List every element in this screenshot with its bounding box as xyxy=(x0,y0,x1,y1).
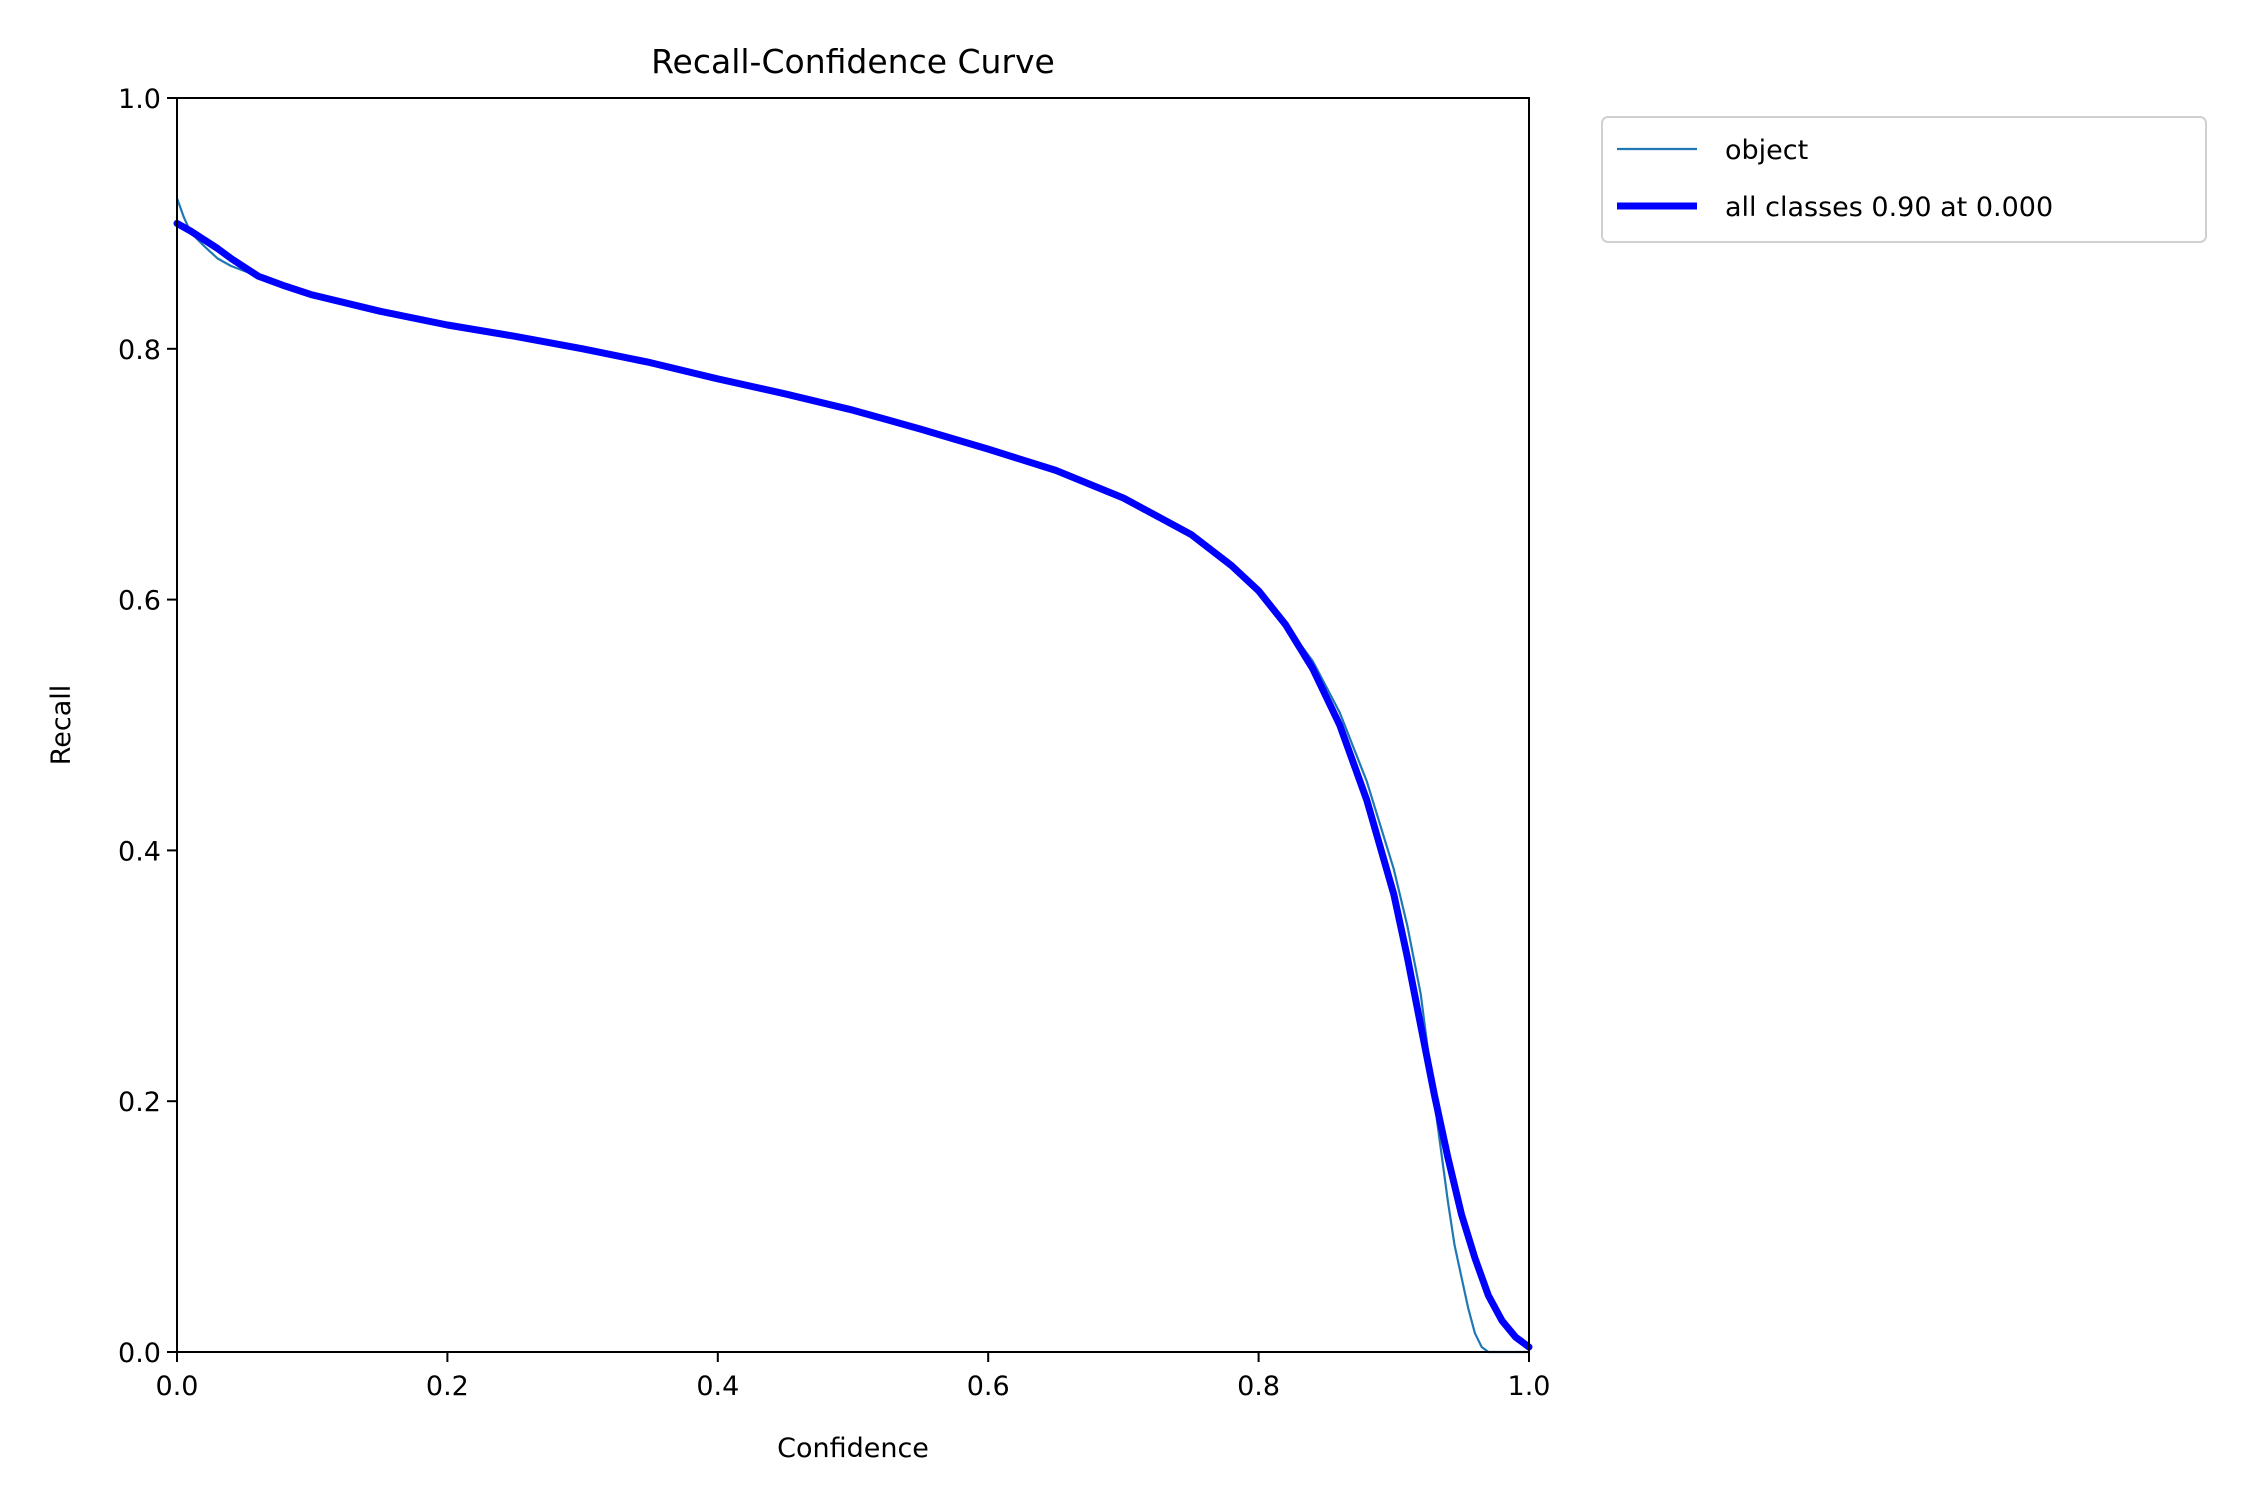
chart-title: Recall-Confidence Curve xyxy=(651,42,1055,81)
x-tick-label: 1.0 xyxy=(1508,1371,1551,1402)
x-axis-label: Confidence xyxy=(777,1433,929,1464)
axes-frame xyxy=(176,97,1530,1353)
y-tick-label: 1.0 xyxy=(118,84,161,115)
x-tick-label: 0.0 xyxy=(156,1371,199,1402)
y-tick-label: 0.4 xyxy=(118,836,161,867)
legend-label-all-classes: all classes 0.90 at 0.000 xyxy=(1725,192,2053,223)
y-tick-label: 0.2 xyxy=(118,1087,161,1118)
plot-lines xyxy=(173,197,1533,1354)
series-line-all-classes xyxy=(173,219,1533,1351)
y-tick-label: 0.8 xyxy=(118,335,161,366)
y-axis-label: Recall xyxy=(46,685,77,766)
legend-box xyxy=(1601,116,2207,243)
y-tick-label: 0.6 xyxy=(118,586,161,617)
legend-label-object: object xyxy=(1725,135,1808,166)
y-axis-ticks: 0.0 0.2 0.4 0.6 0.8 1.0 xyxy=(118,84,177,1369)
legend: object all classes 0.90 at 0.000 xyxy=(1601,116,2207,243)
x-tick-label: 0.6 xyxy=(967,1371,1010,1402)
y-tick-label: 0.0 xyxy=(118,1338,161,1369)
x-axis-ticks: 0.0 0.2 0.4 0.6 0.8 1.0 xyxy=(156,1352,1551,1402)
x-tick-label: 0.4 xyxy=(696,1371,739,1402)
x-tick-label: 0.8 xyxy=(1237,1371,1280,1402)
x-tick-label: 0.2 xyxy=(426,1371,469,1402)
